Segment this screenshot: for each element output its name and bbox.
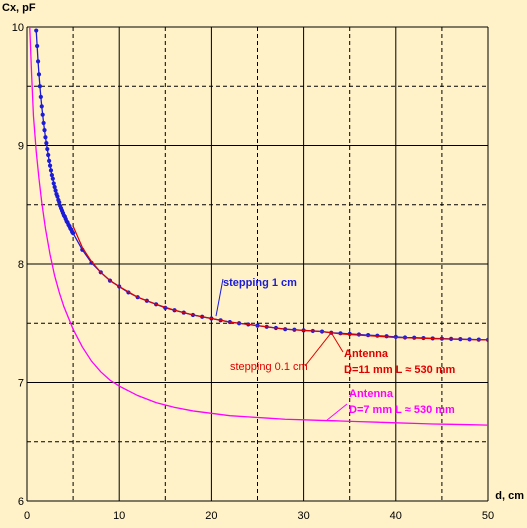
series-point	[57, 200, 62, 205]
leader-stepping-01cm	[304, 332, 332, 367]
annotation-antenna-d11-title: Antenna	[344, 348, 389, 360]
series-point	[55, 194, 60, 199]
series-point	[34, 28, 39, 33]
x-axis-title: d, cm	[495, 490, 524, 502]
series-point	[40, 112, 45, 117]
series-point	[35, 43, 40, 49]
grid	[26, 26, 489, 502]
leader-stepping-1cm	[215, 278, 224, 317]
series-point	[50, 176, 55, 181]
series-point	[39, 104, 44, 109]
x-tick-label: 0	[24, 510, 30, 522]
leader-antenna-d7	[325, 403, 348, 422]
y-tick-label: 8	[18, 259, 24, 271]
series-2	[29, 27, 488, 426]
series-point	[46, 152, 51, 158]
series-point	[48, 168, 54, 173]
series-line-1	[72, 225, 488, 341]
series-point	[36, 72, 42, 77]
leader-antenna-d11	[330, 332, 344, 353]
series-point	[38, 94, 43, 100]
y-tick-label: 7	[18, 378, 24, 390]
annotation-leaders	[215, 278, 348, 422]
series-point	[52, 184, 57, 190]
x-tick-label: 10	[113, 510, 125, 522]
series-point	[47, 158, 52, 164]
series-point	[45, 146, 50, 152]
series-layer	[29, 27, 488, 426]
series-point	[89, 260, 94, 265]
annotation-stepping-1cm: stepping 1 cm	[223, 277, 297, 289]
x-tick-label: 50	[482, 510, 494, 522]
series-point	[42, 127, 47, 133]
series-point	[43, 135, 48, 140]
series-point	[49, 173, 54, 178]
series-line-2	[29, 27, 488, 426]
series-point	[37, 84, 43, 89]
x-tick-label: 40	[390, 510, 402, 522]
tick-labels: 0 10 20 30 40 50 6 7 8 9 10	[12, 22, 494, 522]
series-point	[47, 163, 53, 168]
annotation-antenna-d11-dims: D=11 mm L ≈ 530 mm	[344, 364, 456, 376]
series-point	[35, 59, 41, 64]
y-tick-label: 6	[18, 496, 24, 508]
y-tick-label: 10	[12, 22, 24, 34]
series-point	[41, 120, 46, 126]
series-point	[53, 188, 58, 193]
x-tick-label: 30	[297, 510, 309, 522]
series-1	[72, 225, 488, 341]
y-axis-title: Cx, pF	[2, 2, 36, 14]
annotation-antenna-d7-dims: D=7 mm L ≈ 530 mm	[349, 404, 455, 416]
y-tick-label: 9	[18, 141, 24, 153]
annotation-stepping-01cm: stepping 0.1 cm	[230, 361, 308, 373]
series-point	[44, 141, 49, 146]
series-point	[51, 181, 56, 186]
x-tick-label: 20	[205, 510, 217, 522]
series-point	[71, 231, 76, 236]
annotation-antenna-d7-title: Antenna	[349, 388, 394, 400]
